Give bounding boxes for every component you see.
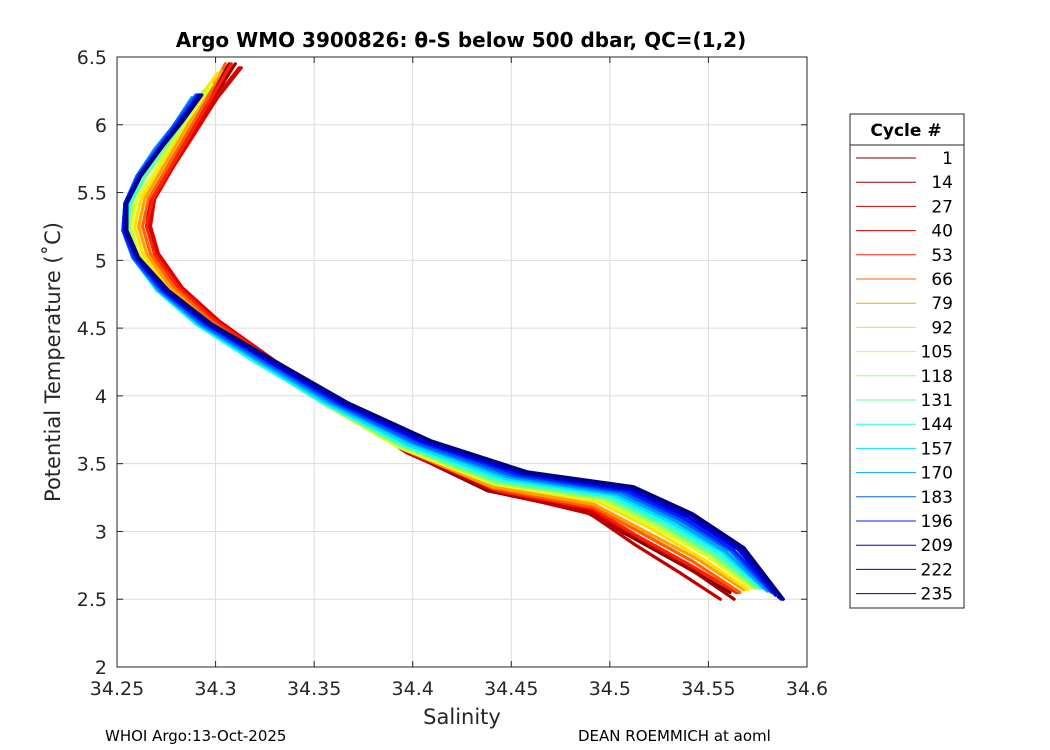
legend-label-14: 14	[931, 173, 953, 193]
series-line-53	[145, 62, 738, 595]
axis-ticks: 34.25 34.3 34.35 34.4 34.45 34.5 34.55 34.622.5…	[77, 47, 828, 700]
legend: Cycle # 1 14 27 40 53 66 79 92 105 118 131 144 157 17…	[849, 113, 965, 609]
legend-label-1: 1	[942, 149, 953, 169]
legend-label-105: 105	[921, 343, 953, 363]
footer-left: WHOI Argo:13-Oct-2025	[105, 727, 286, 745]
legend-label-40: 40	[931, 222, 953, 242]
x-tick-label: 34.5	[589, 678, 631, 700]
legend-label-183: 183	[921, 488, 953, 508]
series-line-66	[141, 62, 742, 595]
legend-box	[849, 113, 965, 609]
legend-label-92: 92	[931, 318, 953, 338]
legend-label-196: 196	[921, 512, 953, 532]
y-tick-label: 6.5	[77, 47, 107, 69]
y-tick-label: 5.5	[77, 183, 107, 205]
x-axis-label: Salinity	[423, 705, 501, 729]
plot-area: 34.25 34.3 34.35 34.4 34.45 34.5 34.55 34.622.5…	[77, 47, 828, 700]
legend-label-27: 27	[931, 197, 953, 217]
y-tick-label: 6	[95, 115, 107, 137]
legend-label-79: 79	[931, 294, 953, 314]
series-line-40	[148, 66, 740, 595]
legend-label-131: 131	[921, 391, 953, 411]
y-tick-label: 5	[95, 250, 107, 272]
x-tick-label: 34.6	[786, 678, 828, 700]
legend-label-222: 222	[921, 560, 953, 580]
legend-items: 1 14 27 40 53 66 79 92 105 118 131 144 157 170 183 196 2…	[856, 149, 953, 605]
x-tick-label: 34.45	[484, 678, 538, 700]
legend-label-170: 170	[921, 464, 953, 484]
y-tick-label: 4.5	[77, 318, 107, 340]
chart-title: Argo WMO 3900826: θ-S below 500 dbar, QC…	[176, 28, 746, 52]
x-tick-label: 34.4	[392, 678, 434, 700]
x-tick-label: 34.25	[90, 678, 144, 700]
legend-label-66: 66	[931, 270, 953, 290]
y-axis-label: Potential Temperature (˚C)	[41, 222, 65, 502]
x-tick-label: 34.35	[287, 678, 341, 700]
footer-right: DEAN ROEMMICH at aoml	[578, 727, 771, 745]
legend-label-53: 53	[931, 246, 953, 266]
legend-label-209: 209	[921, 536, 953, 556]
x-tick-label: 34.3	[194, 678, 236, 700]
legend-label-157: 157	[921, 439, 953, 459]
y-tick-label: 4	[95, 386, 107, 408]
y-tick-label: 2.5	[77, 589, 107, 611]
y-tick-label: 2	[95, 657, 107, 679]
legend-title: Cycle #	[870, 121, 941, 141]
axes-frame	[116, 56, 808, 668]
series-line-235	[125, 93, 785, 601]
legend-label-118: 118	[921, 367, 953, 387]
y-tick-label: 3	[95, 521, 107, 543]
y-tick-label: 3.5	[77, 454, 107, 476]
series-line-183	[121, 93, 774, 595]
series-lines	[121, 62, 785, 601]
legend-label-144: 144	[921, 415, 953, 435]
legend-label-235: 235	[921, 585, 953, 605]
x-tick-label: 34.55	[681, 678, 735, 700]
